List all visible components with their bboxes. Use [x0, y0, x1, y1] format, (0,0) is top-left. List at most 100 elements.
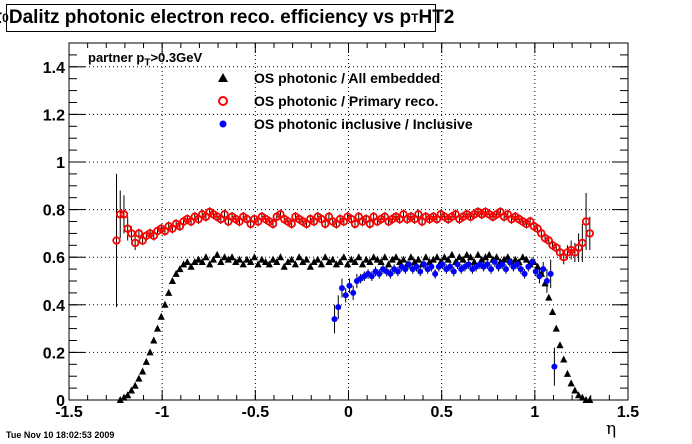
data-point-all-embedded	[444, 255, 452, 263]
data-point-all-embedded	[269, 255, 277, 263]
data-point-all-embedded	[325, 257, 333, 265]
data-point-all-embedded	[396, 257, 404, 265]
data-point-all-embedded	[254, 260, 262, 268]
data-point-all-embedded	[399, 255, 408, 263]
title-main: Dalitz photonic electron reco. efficienc…	[8, 7, 412, 28]
data-point-all-embedded	[239, 260, 247, 268]
data-point-primary-reco	[130, 238, 140, 248]
data-point-inclusive	[394, 268, 401, 275]
data-point-inclusive	[540, 266, 547, 273]
data-point-all-embedded	[455, 253, 463, 261]
data-point-all-embedded	[232, 257, 240, 265]
filled-circle-marker-icon	[206, 112, 240, 135]
data-point-primary-reco	[350, 219, 360, 229]
data-point-all-embedded	[258, 255, 266, 263]
data-point-all-embedded	[567, 379, 575, 387]
y-tick-label: 1.4	[43, 60, 65, 77]
data-point-all-embedded	[545, 293, 553, 301]
data-point-all-embedded	[314, 255, 322, 263]
y-tick-label: 0.4	[43, 298, 65, 315]
data-point-inclusive	[514, 261, 521, 268]
data-point-all-embedded	[433, 253, 441, 261]
data-point-all-embedded	[299, 257, 307, 265]
data-point-all-embedded	[250, 253, 259, 261]
data-point-all-embedded	[306, 262, 314, 270]
data-point-all-embedded	[563, 369, 572, 377]
data-point-all-embedded	[560, 355, 568, 363]
axis-ticks	[68, 42, 629, 401]
data-point-all-embedded	[131, 381, 139, 389]
x-tick-label: 0.5	[431, 404, 453, 421]
data-point-all-embedded	[183, 257, 191, 265]
data-point-inclusive	[517, 266, 524, 273]
chart-title: π0 Dalitz photonic electron reco. effici…	[0, 4, 454, 32]
data-point-all-embedded	[362, 255, 370, 263]
data-point-all-embedded	[329, 255, 337, 263]
data-point-all-embedded	[407, 253, 415, 261]
data-point-inclusive	[346, 282, 353, 289]
data-point-all-embedded	[414, 255, 422, 263]
data-point-primary-reco	[414, 210, 423, 219]
data-point-all-embedded	[481, 253, 490, 261]
data-point-inclusive	[536, 273, 543, 280]
data-point-all-embedded	[504, 253, 512, 261]
data-point-all-embedded	[261, 257, 270, 265]
data-point-all-embedded	[422, 253, 430, 261]
x-tick-label: 1	[530, 404, 539, 421]
data-point-all-embedded	[578, 393, 586, 401]
data-point-inclusive	[525, 263, 532, 270]
title-prefix: π	[0, 7, 2, 29]
triangle-marker-icon	[206, 66, 240, 89]
data-point-inclusive	[331, 316, 338, 323]
data-point-inclusive	[413, 263, 420, 270]
data-point-all-embedded	[191, 257, 199, 265]
data-point-all-embedded	[470, 257, 478, 265]
data-point-inclusive	[450, 268, 457, 275]
data-point-all-embedded	[355, 253, 363, 261]
data-point-all-embedded	[153, 324, 162, 332]
data-point-inclusive	[432, 270, 439, 277]
data-point-all-embedded	[478, 255, 486, 263]
legend-entry-inclusive: OS photonic inclusive / Inclusive	[206, 112, 473, 135]
data-point-all-embedded	[358, 260, 367, 268]
data-point-inclusive	[342, 292, 349, 299]
error-bars	[116, 173, 591, 386]
legend-label: OS photonic inclusive / Inclusive	[254, 115, 473, 132]
data-point-all-embedded	[142, 357, 150, 365]
data-markers	[112, 207, 595, 403]
data-point-all-embedded	[332, 260, 340, 268]
data-point-all-embedded	[146, 348, 154, 356]
data-point-all-embedded	[552, 324, 560, 332]
data-point-all-embedded	[310, 257, 318, 265]
data-point-all-embedded	[120, 393, 128, 401]
data-point-primary-reco	[119, 210, 129, 219]
data-point-primary-reco	[287, 219, 296, 229]
data-point-all-embedded	[302, 255, 311, 263]
data-point-primary-reco	[134, 229, 144, 238]
data-point-primary-reco	[116, 210, 125, 219]
data-point-all-embedded	[135, 374, 143, 382]
data-point-inclusive	[387, 270, 394, 277]
data-point-all-embedded	[493, 253, 501, 261]
data-point-inclusive	[376, 270, 383, 277]
tick-labels: -1.5 -1 -0.5 0 0.5 1 1.5 0 0.2 0.4 0.6 0.8 1 1.2 1.4	[43, 60, 639, 421]
data-point-all-embedded	[429, 255, 437, 263]
data-point-primary-reco	[585, 229, 595, 238]
data-point-inclusive	[368, 273, 375, 280]
timestamp-footer: Tue Nov 10 18:02:53 2009	[6, 430, 115, 440]
data-point-all-embedded	[235, 255, 244, 263]
data-point-all-embedded	[209, 255, 218, 263]
data-point-inclusive	[521, 270, 528, 277]
data-point-all-embedded	[265, 260, 273, 268]
x-tick-label: -0.5	[242, 404, 270, 421]
data-point-inclusive	[406, 261, 413, 268]
data-point-all-embedded	[343, 260, 352, 268]
legend-label: OS photonic / Primary reco.	[254, 92, 439, 109]
data-point-all-embedded	[224, 255, 232, 263]
data-point-all-embedded	[571, 386, 579, 394]
data-point-inclusive	[532, 268, 539, 275]
data-point-all-embedded	[500, 255, 508, 263]
y-tick-label: 1.2	[43, 107, 65, 124]
data-point-primary-reco	[268, 219, 278, 229]
